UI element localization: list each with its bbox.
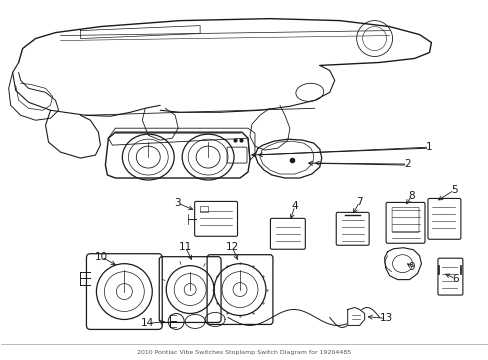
Text: 2: 2	[404, 159, 410, 169]
Text: 14: 14	[141, 319, 154, 328]
Text: 12: 12	[225, 242, 238, 252]
Text: 7: 7	[356, 197, 362, 207]
Text: 13: 13	[379, 314, 392, 324]
Polygon shape	[347, 307, 364, 325]
Text: 11: 11	[178, 242, 191, 252]
Text: 8: 8	[407, 191, 414, 201]
Text: 6: 6	[451, 274, 458, 284]
Text: 10: 10	[95, 252, 108, 262]
Text: 5: 5	[450, 185, 457, 195]
Text: 9: 9	[407, 262, 414, 272]
Text: 3: 3	[174, 198, 180, 208]
Text: 2010 Pontiac Vibe Switches Stoplamp Switch Diagram for 19204485: 2010 Pontiac Vibe Switches Stoplamp Swit…	[137, 350, 351, 355]
Text: 4: 4	[291, 201, 298, 211]
Text: 1: 1	[425, 142, 432, 152]
